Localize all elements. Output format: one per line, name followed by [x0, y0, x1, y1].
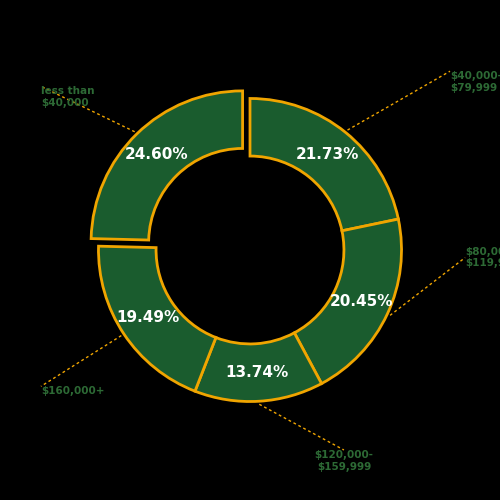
Text: $80,000-
$119,999: $80,000- $119,999	[465, 247, 500, 268]
Text: $120,000-
$159,999: $120,000- $159,999	[314, 450, 374, 471]
Wedge shape	[91, 91, 242, 240]
Text: less than
$40,000: less than $40,000	[41, 86, 94, 108]
Wedge shape	[98, 246, 216, 391]
Wedge shape	[294, 219, 402, 384]
Text: 24.60%: 24.60%	[125, 147, 188, 162]
Text: 21.73%: 21.73%	[296, 148, 359, 162]
Wedge shape	[250, 98, 398, 231]
Text: $160,000+: $160,000+	[41, 386, 104, 396]
Wedge shape	[195, 333, 322, 402]
Text: 19.49%: 19.49%	[116, 310, 180, 326]
Text: 20.45%: 20.45%	[330, 294, 393, 310]
Text: 13.74%: 13.74%	[226, 365, 289, 380]
Text: $40,000-
$79,999: $40,000- $79,999	[450, 71, 500, 93]
